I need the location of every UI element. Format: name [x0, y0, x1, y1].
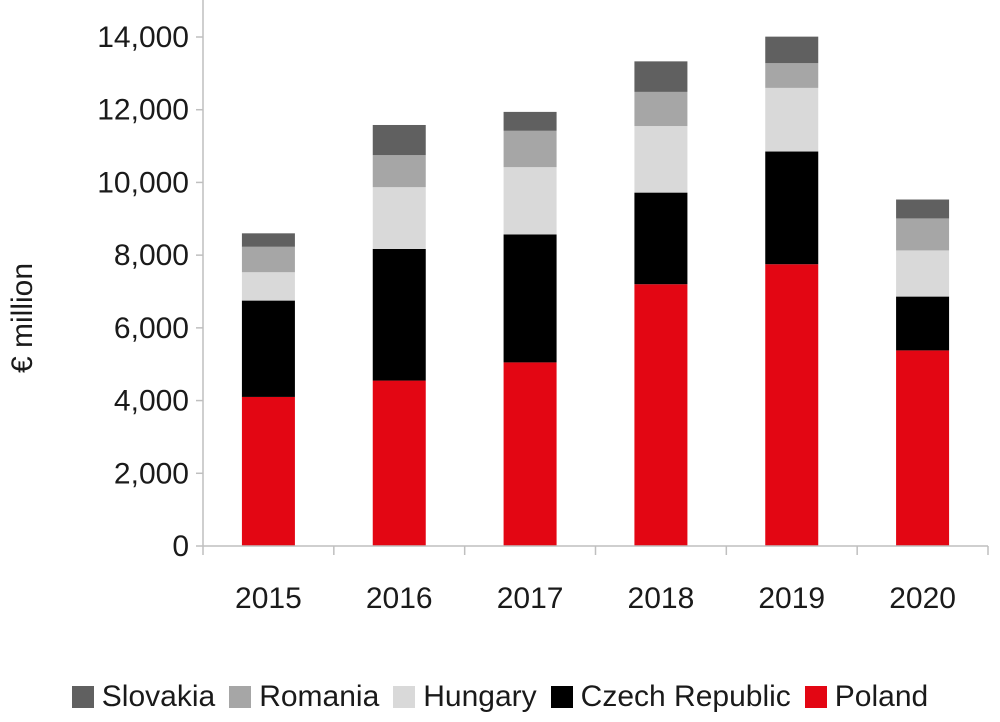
bar-segment-czech-republic-2016 — [372, 248, 426, 381]
bar-segment-czech-republic-2017 — [503, 234, 557, 363]
legend-label: Romania — [259, 680, 380, 713]
bar-segment-poland-2018 — [634, 284, 688, 546]
legend-label: Poland — [834, 680, 929, 713]
y-tick-labels: 0 2,000 4,000 6,000 8,000 10,000 12,000 14,000 — [97, 21, 189, 563]
bar-segment-czech-republic-2015 — [241, 300, 295, 397]
legend-swatch — [71, 686, 94, 708]
bar-segment-romania-2016 — [372, 155, 426, 188]
legend-swatch — [550, 686, 573, 708]
bar-segment-romania-2015 — [241, 246, 295, 273]
x-tick-label: 2016 — [366, 582, 433, 615]
bar-segment-hungary-2019 — [765, 87, 819, 152]
legend-swatch — [229, 686, 252, 708]
legend-label: Slovakia — [101, 680, 216, 713]
x-tick-labels: 2015 2016 2017 2018 2019 2020 — [235, 582, 956, 615]
bar-segment-hungary-2016 — [372, 187, 426, 249]
legend: Slovakia Romania Hungary Czech Republic Pola… — [0, 672, 1000, 722]
y-tick-label: 10,000 — [97, 166, 189, 199]
x-tick-label: 2017 — [497, 582, 564, 615]
bar-segment-romania-2018 — [634, 91, 688, 127]
bar-segment-hungary-2017 — [503, 167, 557, 235]
y-tick-label: 12,000 — [97, 94, 189, 127]
bar-segment-czech-republic-2019 — [765, 151, 819, 265]
legend-item-poland: Poland — [804, 680, 929, 714]
x-tick-label: 2018 — [628, 582, 695, 615]
legend-item-slovakia: Slovakia — [71, 680, 216, 714]
bar-segment-hungary-2018 — [634, 126, 688, 193]
legend-label: Czech Republic — [580, 680, 791, 713]
y-tick-label: 4,000 — [114, 385, 189, 418]
legend-swatch — [393, 686, 416, 708]
bar-segment-czech-republic-2018 — [634, 192, 688, 285]
x-tick-label: 2019 — [758, 582, 825, 615]
axes-group — [196, 0, 989, 555]
bar-segment-poland-2020 — [896, 350, 950, 546]
bar-segment-poland-2017 — [503, 362, 557, 546]
legend-swatch — [804, 686, 827, 708]
y-tick-label: 14,000 — [97, 21, 189, 54]
x-tick-label: 2015 — [235, 582, 302, 615]
bar-segment-romania-2017 — [503, 130, 557, 168]
bar-segment-hungary-2015 — [241, 272, 295, 301]
x-tick-label: 2020 — [889, 582, 956, 615]
bar-segment-romania-2020 — [896, 218, 950, 251]
bar-segment-poland-2019 — [765, 264, 819, 546]
y-tick-label: 0 — [172, 530, 189, 563]
bar-segment-poland-2015 — [241, 396, 295, 546]
bar-segment-slovakia-2017 — [503, 111, 557, 131]
bar-segment-poland-2016 — [372, 380, 426, 546]
legend-item-hungary: Hungary — [393, 680, 537, 714]
bar-segment-slovakia-2019 — [765, 36, 819, 64]
y-tick-label: 2,000 — [114, 457, 189, 490]
y-tick-label: 6,000 — [114, 312, 189, 345]
legend-item-czech-republic: Czech Republic — [550, 680, 791, 714]
y-axis-label: € million — [6, 263, 39, 373]
stacked-bar-chart: € million 0 2,000 4,000 6,000 8,000 10,000 12,… — [6, 0, 989, 615]
bar-segment-slovakia-2015 — [241, 233, 295, 247]
y-tick-label: 8,000 — [114, 239, 189, 272]
bar-segment-slovakia-2018 — [634, 61, 688, 92]
bar-segment-czech-republic-2020 — [896, 296, 950, 351]
legend-item-romania: Romania — [229, 680, 379, 714]
bar-segment-slovakia-2016 — [372, 124, 426, 156]
legend-label: Hungary — [423, 680, 537, 713]
bars-group — [241, 36, 950, 546]
bar-segment-hungary-2020 — [896, 250, 950, 297]
bar-segment-romania-2019 — [765, 63, 819, 88]
bar-segment-slovakia-2020 — [896, 199, 950, 219]
